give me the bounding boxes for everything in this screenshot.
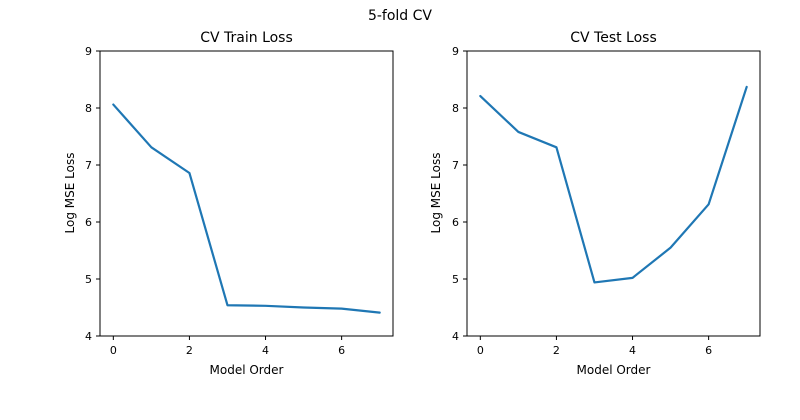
test-loss-line bbox=[479, 85, 748, 284]
train-y-tick-label: 4 bbox=[85, 330, 92, 343]
train-y-tick-label: 6 bbox=[85, 216, 92, 229]
test-x-tick-label: 6 bbox=[705, 344, 712, 357]
test-y-tick-label: 6 bbox=[452, 216, 459, 229]
test-x-tick-label: 2 bbox=[553, 344, 560, 357]
test-data-point bbox=[707, 203, 709, 205]
test-data-point bbox=[669, 246, 671, 248]
train-data-point bbox=[226, 304, 228, 306]
test-x-tick-label: 4 bbox=[629, 344, 636, 357]
test-y-tick-label: 8 bbox=[452, 102, 459, 115]
test-data-point bbox=[517, 131, 519, 133]
test-y-tick-label: 7 bbox=[452, 159, 459, 172]
test-loss-panel: CV Test Loss Log MSE Loss Model Order 4 5… bbox=[429, 30, 761, 377]
test-y-tick-label: 9 bbox=[452, 45, 459, 58]
test-data-point bbox=[479, 95, 481, 97]
train-data-point bbox=[340, 307, 342, 309]
train-x-tick-label: 4 bbox=[262, 344, 269, 357]
train-loss-title: CV Train Loss bbox=[200, 30, 293, 46]
train-y-axis-label: Log MSE Loss bbox=[63, 153, 77, 234]
test-plot-frame bbox=[466, 50, 761, 337]
test-data-point bbox=[631, 277, 633, 279]
train-x-tick-label: 2 bbox=[186, 344, 193, 357]
test-data-point bbox=[555, 146, 557, 148]
train-data-point bbox=[378, 311, 380, 313]
train-loss-line bbox=[112, 103, 381, 314]
train-y-tick-label: 5 bbox=[85, 273, 92, 286]
train-data-point bbox=[264, 305, 266, 307]
train-y-tick-label: 7 bbox=[85, 159, 92, 172]
test-x-tick-label: 0 bbox=[477, 344, 484, 357]
test-data-point bbox=[745, 86, 747, 88]
test-y-axis-label: Log MSE Loss bbox=[429, 153, 443, 234]
train-y-tick-label: 9 bbox=[85, 45, 92, 58]
train-loss-panel: CV Train Loss Log MSE Loss Model Order 4… bbox=[63, 30, 394, 377]
train-plot-frame bbox=[99, 50, 394, 337]
train-data-point bbox=[112, 103, 114, 105]
train-x-axis-label: Model Order bbox=[210, 363, 284, 377]
figure-suptitle: 5-fold CV bbox=[368, 8, 432, 24]
test-loss-title: CV Test Loss bbox=[570, 30, 657, 46]
train-data-point bbox=[150, 146, 152, 148]
test-data-point bbox=[593, 281, 595, 283]
train-x-tick-label: 6 bbox=[338, 344, 345, 357]
test-y-tick-label: 5 bbox=[452, 273, 459, 286]
test-y-tick-label: 4 bbox=[452, 330, 459, 343]
test-x-axis-label: Model Order bbox=[577, 363, 651, 377]
train-data-point bbox=[188, 172, 190, 174]
train-x-tick-label: 0 bbox=[110, 344, 117, 357]
train-data-point bbox=[302, 306, 304, 308]
train-y-tick-label: 8 bbox=[85, 102, 92, 115]
